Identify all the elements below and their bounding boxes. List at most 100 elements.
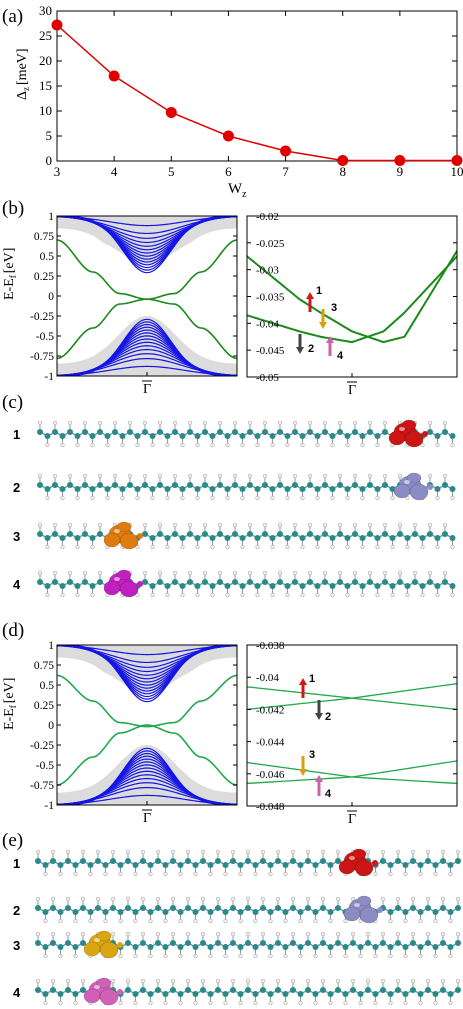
panel-e-row-1-hydrogen [380, 849, 386, 855]
panel-e-row-1-carbon [380, 858, 386, 864]
panel-e-row-3-carbon [380, 940, 386, 946]
panel-e-row-1-carbon [312, 862, 319, 868]
panel-b-right-plot: -0.02-0.025-0.03-0.035-0.04-0.045-0.05Γ … [246, 211, 458, 398]
panel-c-row-3-hydrogen [187, 522, 193, 528]
panel-a-data-point [165, 107, 177, 118]
panel-e-row-1-hydrogen [410, 849, 416, 855]
panel-e-row-1-hydrogen [305, 849, 311, 855]
panel-c-row-4-hydrogen [285, 592, 290, 598]
panel-e-row-2-carbon [290, 905, 296, 911]
panel-c-row-2-carbon [134, 486, 141, 492]
panel-c-row-4-orbital-highlight [114, 577, 120, 581]
panel-e-row-4-carbon [275, 987, 281, 993]
panel-c-row-4-carbon [179, 583, 186, 589]
panel-e-row-1-carbon [35, 858, 41, 864]
panel-c-row-2-hydrogen [330, 495, 335, 501]
panel-d-left-ytick-label: -0.25 [30, 740, 54, 752]
panel-b-left-bulk-band-conduction [57, 216, 237, 274]
panel-c-row-1-hydrogen [292, 420, 298, 426]
panel-c-row-3-hydrogen [82, 522, 88, 528]
panel-e-row-3-carbon [72, 944, 79, 950]
panel-e-row-2-carbon [440, 905, 446, 911]
panel-c-row-1-hydrogen [112, 420, 118, 426]
panel-c-row-1-hydrogen [157, 420, 163, 426]
panel-e-row-1-carbon [252, 862, 259, 868]
panel-c-row-2-carbon [382, 482, 388, 488]
panel-e-row-3-carbon [425, 940, 431, 946]
panel-e-row-4-hydrogen [215, 978, 221, 984]
panel-e-row-4-carbon [185, 987, 191, 993]
panel-e-row-4-hydrogen [395, 978, 401, 984]
panel-e-row-2-hydrogen [403, 918, 408, 924]
panel-c-row-1-carbon [97, 429, 103, 435]
panel-c-row-3-carbon [359, 535, 366, 541]
panel-c-row-4-hydrogen [210, 592, 215, 598]
panel-e-row-3-hydrogen [110, 931, 116, 937]
panel-e-row-4-hydrogen [140, 978, 146, 984]
panel-d-left-xtick-label: Γ [143, 811, 151, 826]
panel-e-row-4-carbon [222, 991, 229, 997]
panel-d-right-ytick-label: -0.042 [256, 704, 284, 716]
panel-c-row-1-hydrogen [75, 442, 80, 448]
panel-c-row-1-hydrogen [232, 420, 238, 426]
panel-e-row-1-carbon [170, 858, 176, 864]
panel-c-row-3-hydrogen [150, 544, 155, 550]
panel-e-row-4-carbon [192, 991, 199, 997]
panel-e-row-3-carbon [50, 940, 56, 946]
panel-c-row-1-carbon [164, 433, 171, 439]
panel-c-row-3-carbon [314, 535, 321, 541]
panel-e-row-4-carbon [50, 987, 56, 993]
panel-c-row-label-1: 1 [13, 427, 20, 442]
panel-c-row-2-hydrogen [427, 473, 433, 479]
panel-c-row-4-hydrogen [255, 592, 260, 598]
panel-c-row-1-carbon [254, 433, 261, 439]
panel-c-row-3-hydrogen [300, 544, 305, 550]
panel-e-row-3-hydrogen [365, 931, 371, 937]
panel-c-row-1-hydrogen [52, 420, 58, 426]
panel-c-row-2-hydrogen [75, 495, 80, 501]
panel-c-row-2-carbon [352, 482, 358, 488]
panel-c-row-3-carbon [194, 535, 201, 541]
panel-e-row-3-carbon [455, 940, 461, 946]
panel-e-row-4-orbital-lobe [96, 977, 112, 989]
panel-e-row-1-carbon [102, 862, 109, 868]
panel-e-row-2-hydrogen [245, 896, 251, 902]
panel-e-row-1-carbon [417, 862, 424, 868]
panel-c-row-3-hydrogen [390, 544, 395, 550]
panel-d-left-ytick-label: 1 [48, 640, 54, 652]
panel-e-row-3-carbon [275, 940, 281, 946]
panel-a-ytick-label: 10 [39, 103, 52, 118]
panel-c-row-2-carbon [194, 486, 201, 492]
panel-c-row-2-hydrogen [180, 495, 185, 501]
panel-e-row-4-carbon [290, 987, 296, 993]
panel-e-row-4-carbon [207, 991, 214, 997]
panel-e-row-4-hydrogen [245, 978, 251, 984]
panel-e-row-3-orbital-highlight [94, 938, 100, 942]
panel-e-row-2-hydrogen [200, 896, 206, 902]
panel-c-row-2-carbon [82, 482, 88, 488]
panel-c-row-2-carbon [329, 486, 336, 492]
panel-b-right-ytick-label: -0.02 [256, 211, 279, 223]
panel-c-row-3-carbon [202, 531, 208, 537]
panel-c-row-1-orbital-highlight [399, 427, 405, 431]
panel-c-row-1-carbon [442, 429, 448, 435]
panel-e-row-2-hydrogen [155, 896, 161, 902]
panel-e-row-2-orbital-lobe [356, 895, 372, 907]
panel-e-row-2-carbon [230, 905, 236, 911]
panel-c-row-1-hydrogen [135, 442, 140, 448]
panel-e-row-4-hydrogen [320, 978, 326, 984]
panel-a-xtick-label: 3 [54, 164, 61, 179]
panel-e-row-1-hydrogen [388, 871, 393, 877]
panel-e-row-3-carbon [140, 940, 146, 946]
panel-c-row-3-carbon [449, 535, 456, 541]
panel-e-row-3-carbon [417, 944, 424, 950]
panel-e-row-4-carbon [170, 987, 176, 993]
panel-e-row-2-hydrogen [298, 918, 303, 924]
panel-e-row-1-hydrogen [335, 849, 341, 855]
panel-d-right-series-line [247, 761, 457, 785]
panel-e-row-3-hydrogen [275, 931, 281, 937]
panel-e-row-4-carbon [410, 987, 416, 993]
panel-c-row-1-hydrogen [435, 442, 440, 448]
panel-c-row-1-hydrogen [420, 442, 425, 448]
panel-e-row-4-hydrogen [155, 978, 161, 984]
